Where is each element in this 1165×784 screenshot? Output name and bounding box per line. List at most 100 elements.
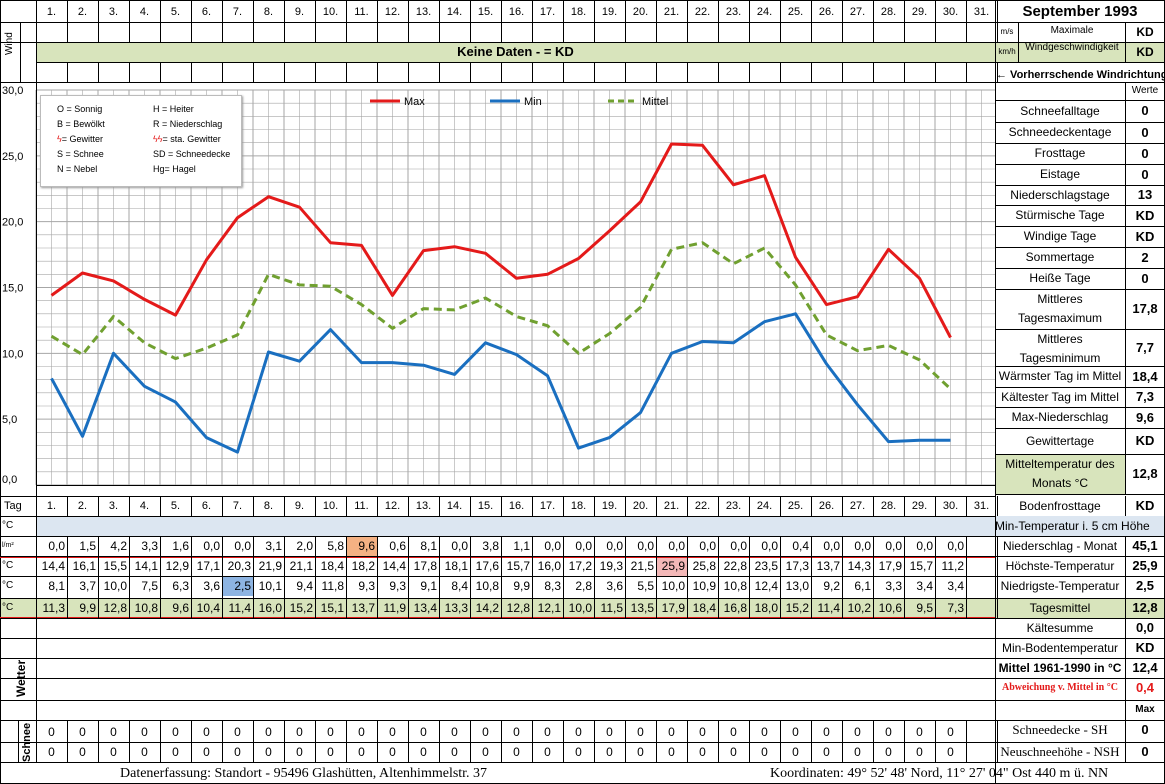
day-header: 21.	[663, 6, 680, 18]
grid-line	[935, 720, 936, 762]
temp-max-highlight	[656, 556, 687, 576]
snow-cell: 0	[761, 745, 768, 759]
table-cell-max: 15,7	[909, 559, 933, 573]
grid-line	[997, 720, 998, 762]
grid-line	[222, 536, 223, 618]
table-cell-mean: 15,2	[785, 601, 809, 615]
table-cell-max: 25,8	[692, 559, 716, 573]
day-header: 5.	[170, 6, 181, 18]
legend-text: Hg= Hagel	[153, 164, 196, 174]
table-cell-min: 11,8	[321, 579, 344, 593]
snow-cell: 0	[79, 725, 86, 739]
grid-line	[935, 496, 936, 516]
day-header: 16.	[508, 500, 525, 512]
table-cell-precip: 0,0	[451, 539, 468, 553]
grid-line	[811, 720, 812, 762]
snow-cell: 0	[327, 725, 334, 739]
stat-value: 0	[1141, 744, 1149, 759]
grid-line	[995, 185, 1165, 186]
grid-line	[718, 536, 719, 618]
table-cell-mean: 7,3	[947, 601, 964, 615]
table-cell-min: 3,4	[916, 579, 933, 593]
stat-value: 0	[1141, 167, 1149, 182]
grid-line	[408, 720, 409, 762]
grid-line	[253, 496, 254, 516]
grid-line	[0, 678, 995, 679]
table-cell-precip: 0,0	[48, 539, 65, 553]
grid-line	[656, 496, 657, 516]
stat-label: Höchste-Temperatur	[1005, 559, 1115, 573]
snow-cell: 0	[172, 725, 179, 739]
legend-entry: B = Bewölkt	[57, 117, 105, 132]
grid-line	[439, 720, 440, 762]
day-header: 6.	[201, 6, 212, 18]
grid-line	[995, 0, 996, 784]
grid-line	[377, 0, 378, 42]
unit-label: °C	[2, 580, 14, 591]
grid-line	[67, 62, 68, 82]
table-cell-max: 14,4	[41, 559, 65, 573]
grid-line	[997, 536, 998, 618]
grid-line	[0, 42, 995, 43]
grid-line	[36, 0, 37, 496]
day-header: 22.	[694, 6, 711, 18]
day-header: 26.	[818, 6, 835, 18]
table-cell-min: 3,6	[606, 579, 623, 593]
grid-line	[995, 576, 1165, 577]
monthly-mean-bg	[995, 454, 1125, 494]
table-cell-max: 17,1	[196, 559, 220, 573]
stat-value: KD	[1135, 498, 1155, 513]
stat-label: Mittleres Tagesminimum	[1019, 332, 1101, 365]
table-cell-max: 23,5	[754, 559, 778, 573]
legend-entry: ϟ= Gewitter	[57, 132, 103, 147]
grid-line	[563, 62, 564, 82]
grid-line	[222, 62, 223, 82]
stat-value: 13	[1137, 187, 1153, 202]
legend-text: B = Bewölkt	[57, 119, 105, 129]
day-header: 15.	[477, 500, 494, 512]
stat-value: Max	[1135, 704, 1155, 715]
grid-line	[160, 496, 161, 516]
day-header: 8.	[263, 500, 274, 512]
grid-line	[0, 700, 995, 701]
table-cell-precip: 0,0	[637, 539, 654, 553]
snow-cell: 0	[48, 725, 55, 739]
grid-line	[995, 366, 1165, 367]
grid-line	[191, 496, 192, 516]
wind-max-ms: KD	[1136, 25, 1154, 39]
footer-coordinates: Koordinaten: 49° 52' 48' Nord, 11° 27' 0…	[770, 766, 1109, 781]
table-cell-max: 21,5	[630, 559, 654, 573]
day-header: 24.	[756, 6, 773, 18]
table-cell-precip: 0,0	[544, 539, 561, 553]
grid-line	[656, 0, 657, 42]
wind-direction-label: ← Vorherrschende Windrichtung	[996, 69, 1165, 81]
storm-icon: ϟϟ	[153, 134, 163, 144]
table-cell-precip: 0,0	[761, 539, 778, 553]
grid-line	[842, 536, 843, 618]
table-cell-precip: 0,0	[234, 539, 251, 553]
precip-max-highlight	[346, 536, 377, 556]
grid-line	[656, 536, 657, 618]
snow-cell: 0	[544, 745, 551, 759]
grid-line	[346, 0, 347, 42]
table-cell-mean: 11,9	[383, 601, 406, 615]
grid-line	[160, 720, 161, 762]
grid-line	[284, 496, 285, 516]
grid-line	[594, 536, 595, 618]
stat-label: Eistage	[1039, 167, 1081, 181]
grid-line	[0, 22, 1165, 23]
unit-label: °C	[2, 602, 14, 613]
grid-line	[687, 536, 688, 618]
table-cell-precip: 0,0	[823, 539, 840, 553]
snow-cell: 0	[296, 745, 303, 759]
grid-line	[470, 62, 471, 82]
table-cell-min: 10,0	[661, 579, 685, 593]
table-cell-precip: 0,6	[389, 539, 406, 553]
grid-line	[501, 536, 502, 618]
grid-line	[594, 0, 595, 42]
y-tick-label: 25,0	[2, 151, 23, 163]
stat-label: Min-Temperatur i. 5 cm Höhe	[995, 519, 1150, 533]
grid-line	[439, 62, 440, 82]
day-header: 14.	[446, 500, 463, 512]
snow-cell: 0	[420, 725, 427, 739]
